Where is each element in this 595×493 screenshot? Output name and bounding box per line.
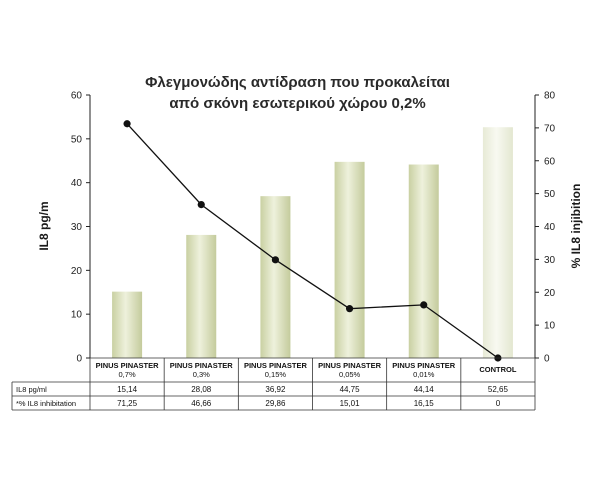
- inhibition-point: [123, 120, 131, 128]
- inhibition-point: [271, 256, 280, 264]
- category-sublabel: 0,3%: [193, 370, 210, 379]
- inhibition-value-label: 29,86: [265, 399, 286, 408]
- category-label: PINUS PINASTER: [96, 361, 160, 370]
- right-axis-tick-label: 30: [544, 255, 556, 266]
- category-sublabel: 0,01%: [413, 370, 435, 379]
- bar-value-label: 52,65: [488, 385, 509, 394]
- bar: [334, 161, 365, 358]
- right-axis-tick-label: 60: [544, 156, 556, 167]
- inhibition-point: [197, 201, 205, 209]
- chart-title-line-2: από σκόνη εσωτερικού χώρου 0,2%: [169, 95, 426, 112]
- right-axis-tick-label: 80: [544, 91, 556, 102]
- chart-title: Φλεγμονώδης αντίδραση που προκαλείται απ…: [0, 72, 595, 114]
- bar-value-label: 36,92: [265, 385, 286, 394]
- left-axis-tick-label: 60: [71, 91, 83, 102]
- inhibition-point: [345, 305, 354, 313]
- right-axis-tick-label: 20: [544, 288, 556, 299]
- category-sublabel: 0,15%: [265, 370, 287, 379]
- inhibition-value-label: 16,15: [414, 399, 435, 408]
- bar: [260, 196, 291, 358]
- inhibition-value-label: 71,25: [117, 399, 138, 408]
- left-axis-tick-label: 40: [71, 178, 83, 189]
- inhibition-value-label: 46,66: [191, 399, 212, 408]
- bar: [482, 127, 513, 358]
- inhibition-value-label: 0: [496, 399, 501, 408]
- bar: [408, 164, 439, 358]
- bar: [112, 291, 143, 358]
- category-label: PINUS PINASTER: [392, 361, 456, 370]
- chart-title-line-1: Φλεγμονώδης αντίδραση που προκαλείται: [145, 74, 450, 91]
- bar-value-label: 28,08: [191, 385, 212, 394]
- bar: [186, 234, 217, 358]
- right-axis-tick-label: 40: [544, 222, 556, 233]
- category-sublabel: 0,7%: [119, 370, 136, 379]
- category-sublabel: 0,05%: [339, 370, 361, 379]
- left-axis-tick-label: 10: [71, 310, 83, 321]
- left-axis-tick-label: 30: [71, 222, 83, 233]
- right-axis-title: % IL8 injibition: [569, 184, 583, 269]
- left-axis-tick-label: 20: [71, 266, 83, 277]
- inhibition-value-label: 15,01: [340, 399, 361, 408]
- right-axis-tick-label: 70: [544, 123, 556, 134]
- left-axis-title: IL8 pg/m: [37, 201, 51, 250]
- inhibition-point: [420, 301, 428, 309]
- bar-value-label: 44,75: [340, 385, 361, 394]
- inhibition-line: [126, 123, 499, 359]
- table-row-header: IL8 pg/ml: [16, 385, 47, 394]
- category-label: CONTROL: [479, 365, 516, 374]
- right-axis-tick-label: 50: [544, 189, 556, 200]
- bar-value-label: 15,14: [117, 385, 138, 394]
- table-row-header: *% IL8 inhibitation: [16, 399, 76, 408]
- category-label: PINUS PINASTER: [318, 361, 382, 370]
- bar-value-label: 44,14: [414, 385, 435, 394]
- category-label: PINUS PINASTER: [170, 361, 234, 370]
- left-axis-tick-label: 50: [71, 134, 83, 145]
- right-axis-tick-label: 10: [544, 321, 556, 332]
- left-axis-tick-label: 0: [76, 354, 82, 365]
- category-label: PINUS PINASTER: [244, 361, 308, 370]
- right-axis-tick-label: 0: [544, 354, 550, 365]
